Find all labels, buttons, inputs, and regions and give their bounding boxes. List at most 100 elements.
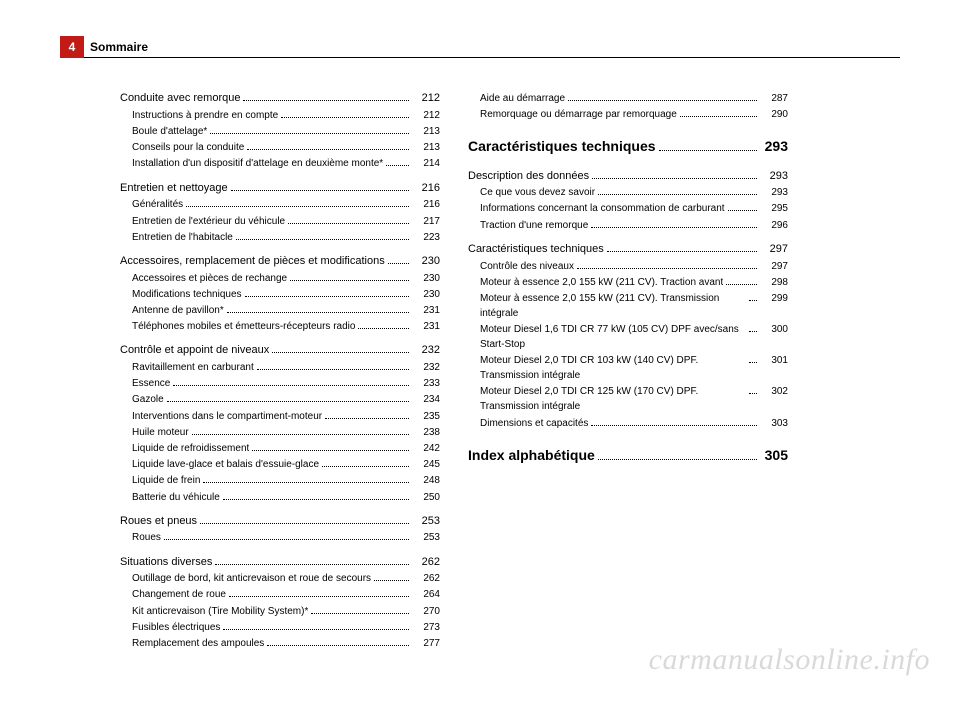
toc-sub-page: 264: [412, 587, 440, 602]
toc-sub-label: Moteur Diesel 2,0 TDI CR 125 kW (170 CV)…: [480, 384, 746, 414]
toc-section-page: 253: [412, 513, 440, 530]
toc-sub-row: Huile moteur238: [132, 424, 440, 440]
toc-leader-dots: [290, 269, 409, 280]
toc-leader-dots: [749, 383, 757, 394]
toc-sub-page: 235: [412, 409, 440, 424]
toc-sub-page: 299: [760, 291, 788, 306]
toc-leader-dots: [592, 167, 757, 178]
toc-sub-row: Remplacement des ampoules277: [132, 635, 440, 651]
toc-sub-label: Outillage de bord, kit anticrevaison et …: [132, 571, 371, 586]
toc-group-gap: [120, 505, 440, 513]
toc-sub-page: 253: [412, 530, 440, 545]
toc-leader-dots: [231, 179, 409, 190]
toc-sub-page: 301: [760, 353, 788, 368]
toc-section-page: 230: [412, 253, 440, 270]
toc-sub-label: Aide au démarrage: [480, 91, 565, 106]
toc-leader-dots: [659, 140, 757, 151]
toc-sub-label: Interventions dans le compartiment-moteu…: [132, 409, 322, 424]
toc-chapter-page: 293: [760, 136, 788, 157]
toc-sub-row: Traction d'une remorque296: [480, 216, 788, 232]
toc-leader-dots: [749, 290, 757, 301]
toc-section-label: Caractéristiques techniques: [468, 241, 604, 258]
toc-sub-label: Entretien de l'extérieur du véhicule: [132, 214, 285, 229]
toc-leader-dots: [223, 619, 409, 630]
toc-sub-page: 231: [412, 303, 440, 318]
toc-sub-row: Boule d'attelage*213: [132, 123, 440, 139]
toc-sub-label: Entretien de l'habitacle: [132, 230, 233, 245]
toc-sub-page: 290: [760, 107, 788, 122]
toc-section-label: Situations diverses: [120, 554, 212, 571]
toc-sub-page: 216: [412, 197, 440, 212]
toc-leader-dots: [607, 241, 757, 252]
toc-leader-dots: [591, 414, 757, 425]
toc-columns: Conduite avec remorque212Instructions à …: [120, 90, 788, 651]
toc-sub-row: Kit anticrevaison (Tire Mobility System)…: [132, 602, 440, 618]
toc-sub-label: Remplacement des ampoules: [132, 636, 264, 651]
toc-sub-label: Ce que vous devez savoir: [480, 185, 595, 200]
toc-sub-page: 217: [412, 214, 440, 229]
toc-sub-page: 262: [412, 571, 440, 586]
toc-leader-dots: [229, 586, 409, 597]
toc-sub-label: Traction d'une remorque: [480, 218, 588, 233]
toc-leader-dots: [215, 553, 409, 564]
toc-sub-page: 250: [412, 490, 440, 505]
toc-sub-label: Téléphones mobiles et émetteurs-récepteu…: [132, 319, 355, 334]
toc-leader-dots: [680, 106, 757, 117]
toc-sub-page: 242: [412, 441, 440, 456]
toc-sub-page: 270: [412, 604, 440, 619]
toc-sub-row: Moteur Diesel 1,6 TDI CR 77 kW (105 CV) …: [480, 321, 788, 352]
toc-sub-row: Roues253: [132, 529, 440, 545]
toc-leader-dots: [325, 407, 409, 418]
toc-sub-row: Liquide de frein248: [132, 472, 440, 488]
toc-sub-page: 232: [412, 360, 440, 375]
toc-sub-row: Entretien de l'habitacle223: [132, 229, 440, 245]
toc-sub-row: Entretien de l'extérieur du véhicule 217: [132, 212, 440, 228]
toc-leader-dots: [577, 257, 757, 268]
toc-leader-dots: [272, 342, 409, 353]
toc-sub-row: Liquide de refroidissement 242: [132, 440, 440, 456]
watermark-text: carmanualsonline.info: [649, 643, 930, 677]
toc-group-gap: [120, 245, 440, 253]
toc-sub-label: Moteur à essence 2,0 155 kW (211 CV). Tr…: [480, 275, 723, 290]
toc-sub-row: Aide au démarrage287: [480, 90, 788, 106]
toc-leader-dots: [257, 359, 409, 370]
toc-sub-label: Instructions à prendre en compte: [132, 108, 278, 123]
toc-sub-label: Boule d'attelage*: [132, 124, 207, 139]
toc-section-page: 232: [412, 342, 440, 359]
toc-sub-label: Moteur Diesel 1,6 TDI CR 77 kW (105 CV) …: [480, 322, 746, 352]
toc-sub-row: Moteur Diesel 2,0 TDI CR 103 kW (140 CV)…: [480, 352, 788, 383]
toc-sub-label: Fusibles électriques: [132, 620, 220, 635]
toc-leader-dots: [243, 90, 409, 101]
toc-sub-row: Informations concernant la consommation …: [480, 200, 788, 216]
toc-leader-dots: [210, 123, 409, 134]
toc-sub-page: 213: [412, 140, 440, 155]
toc-leader-dots: [223, 488, 409, 499]
toc-group-gap: [120, 171, 440, 179]
toc-section-row: Accessoires, remplacement de pièces et m…: [120, 253, 440, 270]
toc-sub-label: Dimensions et capacités: [480, 416, 588, 431]
toc-group-gap: [120, 334, 440, 342]
toc-section-row: Conduite avec remorque212: [120, 90, 440, 107]
toc-sub-label: Antenne de pavillon*: [132, 303, 224, 318]
toc-leader-dots: [322, 456, 409, 467]
toc-sub-label: Remorquage ou démarrage par remorquage: [480, 107, 677, 122]
toc-sub-label: Ravitaillement en carburant: [132, 360, 254, 375]
toc-section-label: Accessoires, remplacement de pièces et m…: [120, 253, 385, 270]
toc-section-row: Roues et pneus253: [120, 513, 440, 530]
toc-sub-page: 212: [412, 108, 440, 123]
toc-sub-row: Batterie du véhicule250: [132, 488, 440, 504]
toc-chapter-label: Index alphabétique: [468, 445, 595, 466]
toc-sub-label: Liquide de refroidissement: [132, 441, 249, 456]
toc-leader-dots: [164, 529, 409, 540]
toc-section-row: Contrôle et appoint de niveaux232: [120, 342, 440, 359]
toc-column-left: Conduite avec remorque212Instructions à …: [120, 90, 440, 651]
toc-sub-label: Essence: [132, 376, 170, 391]
toc-sub-label: Installation d'un dispositif d'attelage …: [132, 156, 383, 171]
toc-leader-dots: [358, 318, 409, 329]
toc-sub-label: Gazole: [132, 392, 164, 407]
toc-sub-row: Ce que vous devez savoir293: [480, 184, 788, 200]
toc-leader-dots: [247, 139, 409, 150]
toc-leader-dots: [728, 200, 757, 211]
toc-chapter-page: 305: [760, 445, 788, 466]
toc-sub-row: Antenne de pavillon* 231: [132, 302, 440, 318]
